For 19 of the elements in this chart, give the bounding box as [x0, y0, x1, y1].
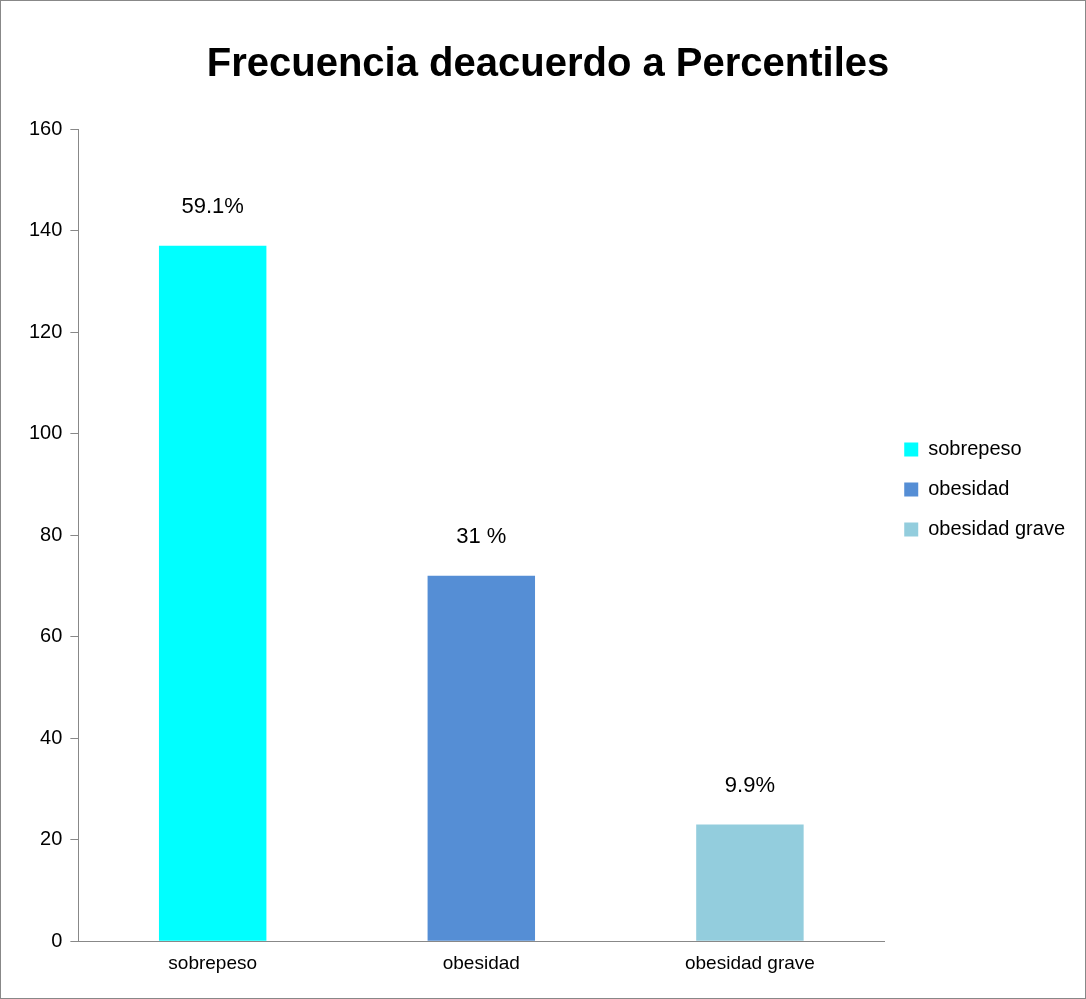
y-tick-label: 0 — [51, 928, 63, 951]
annotation: 31 % — [456, 522, 507, 548]
y-tick-label: 100 — [28, 421, 63, 444]
annotation: 59.1% — [181, 192, 244, 218]
legend-label: obesidad — [928, 477, 1010, 500]
y-tick-label: 40 — [40, 725, 63, 748]
legend-label: sobrepeso — [928, 437, 1022, 460]
y-tick-label: 120 — [28, 319, 63, 342]
x-tick-label: sobrepeso — [168, 951, 258, 973]
y-tick-label: 140 — [28, 218, 63, 241]
y-tick-label: 60 — [40, 624, 63, 647]
chart-title: Frecuencia deacuerdo a Percentiles — [206, 40, 890, 85]
y-tick-label: 20 — [40, 827, 63, 850]
x-tick-label: obesidad grave — [684, 951, 815, 973]
y-tick-label: 80 — [40, 522, 63, 545]
annotation: 9.9% — [724, 771, 775, 797]
legend-label: obesidad grave — [928, 517, 1066, 540]
y-tick-label: 160 — [28, 116, 63, 139]
x-tick-label: obesidad — [442, 951, 520, 973]
